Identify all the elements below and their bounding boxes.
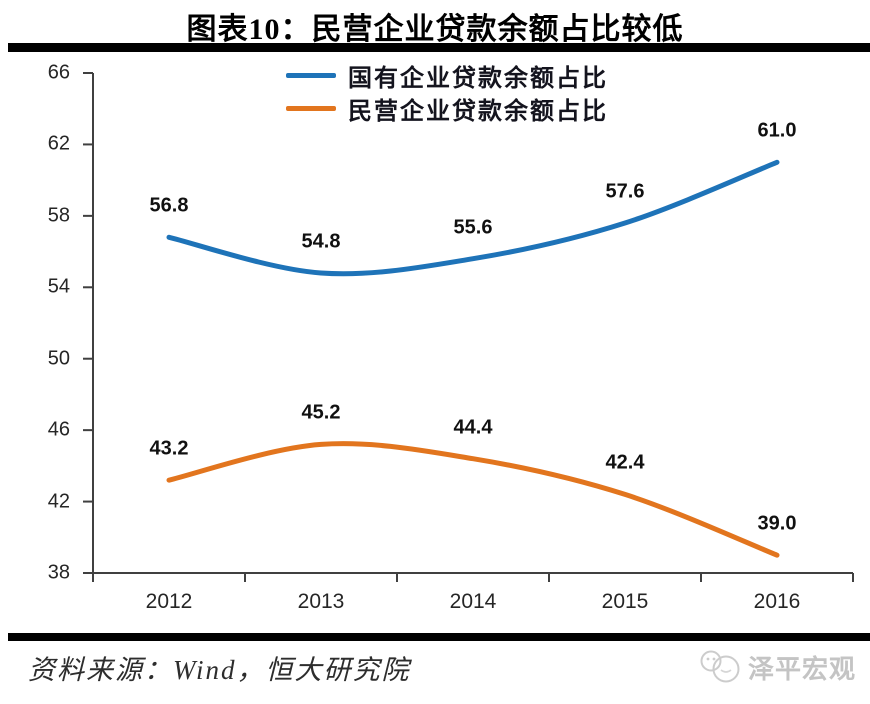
legend: 国有企业贷款余额占比 民营企业贷款余额占比 [286,62,608,128]
top-divider [8,43,870,52]
legend-label-private: 民营企业贷款余额占比 [348,98,608,125]
data-label: 45.2 [301,401,341,424]
source-note: 资料来源：Wind，恒大研究院 [28,655,411,685]
y-tick-label: 42 [47,490,70,513]
bottom-divider [8,633,870,641]
x-tick-label: 2013 [297,590,345,613]
data-label: 61.0 [757,119,797,142]
data-label: 54.8 [301,230,341,253]
legend-line-blue-icon [286,73,336,78]
data-label: 43.2 [149,437,189,460]
data-label: 56.8 [149,194,189,217]
x-tick-label: 2014 [449,590,497,613]
data-label: 42.4 [605,451,645,474]
y-tick-label: 62 [47,132,70,155]
y-tick-label: 38 [47,561,70,584]
brand-name: 泽平宏观 [747,653,856,684]
data-label: 39.0 [757,512,797,535]
data-label: 55.6 [453,216,493,239]
y-tick-label: 66 [47,61,70,84]
data-label: 44.4 [453,416,493,439]
y-tick-label: 58 [47,204,70,227]
y-tick-label: 46 [47,418,70,441]
x-tick-label: 2015 [601,590,649,613]
chart-title: 图表10：民营企业贷款余额占比较低 [186,13,684,46]
legend-item-state-owned: 国有企业贷款余额占比 [286,62,608,92]
x-tick-label: 2012 [145,590,193,613]
data-label: 57.6 [605,180,645,203]
y-tick-label: 54 [47,275,70,298]
chat-bubbles-face-icon [700,650,740,683]
y-tick-label: 50 [47,347,70,370]
legend-label-state-owned: 国有企业贷款余额占比 [348,65,608,92]
legend-line-orange-icon [286,106,336,111]
brand-logo: 泽平宏观 [698,648,856,686]
x-tick-label: 2016 [753,590,801,613]
legend-item-private: 民营企业贷款余额占比 [286,95,608,125]
